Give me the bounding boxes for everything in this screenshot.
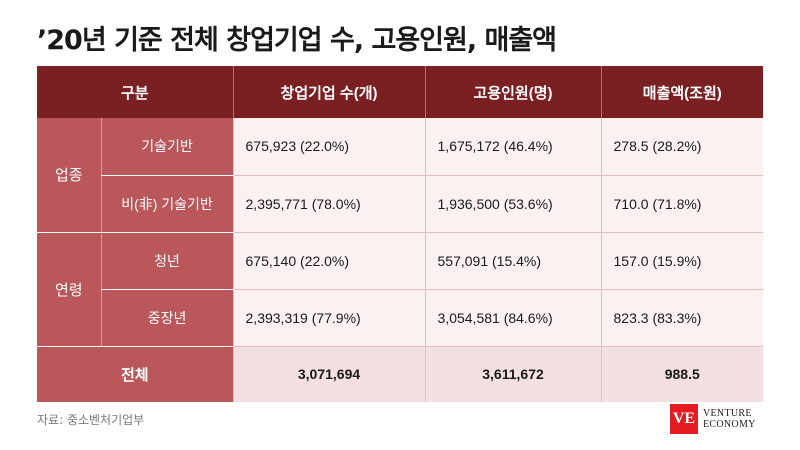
logo-text: VENTURE ECONOMY (703, 408, 756, 430)
header-revenue: 매출액(조원) (600, 66, 764, 118)
table-row: 업종 기술기반 675,923 (22.0%) 1,675,172 (46.4%… (37, 118, 764, 233)
logo-line-1: VENTURE (703, 408, 752, 419)
header-category: 구분 (37, 66, 234, 118)
table-cell: 157.0 (15.9%) (600, 232, 764, 290)
table-cell: 2,395,771 (78.0%) (232, 175, 426, 233)
table-cell: 2,393,319 (77.9%) (232, 289, 426, 347)
row-label: 청년 (100, 232, 234, 290)
row-label: 중장년 (100, 289, 234, 347)
venture-economy-logo: VE VENTURE ECONOMY (670, 404, 756, 434)
table-cell: 278.5 (28.2%) (600, 118, 764, 176)
table-cell: 1,936,500 (53.6%) (424, 175, 602, 233)
table-total-row: 전체 3,071,694 3,611,672 988.5 (37, 346, 764, 402)
row-label: 기술기반 (100, 118, 234, 176)
table-row: 중장년 2,393,319 (77.9%) 3,054,581 (84.6%) … (37, 289, 764, 347)
table-cell: 823.3 (83.3%) (600, 289, 764, 347)
group-label-age: 연령 (37, 232, 101, 347)
total-cell: 988.5 (600, 346, 764, 402)
header-startups: 창업기업 수(개) (232, 66, 426, 118)
logo-line-2: ECONOMY (703, 419, 756, 430)
row-label: 비(非) 기술기반 (100, 175, 234, 233)
table-cell: 3,054,581 (84.6%) (424, 289, 602, 347)
table-row: 비(非) 기술기반 2,395,771 (78.0%) 1,936,500 (5… (37, 175, 764, 233)
total-cell: 3,611,672 (424, 346, 602, 402)
total-cell: 3,071,694 (232, 346, 426, 402)
source-note: 자료: 중소벤처기업부 (37, 413, 145, 427)
table-cell: 710.0 (71.8%) (600, 175, 764, 233)
table-cell: 557,091 (15.4%) (424, 232, 602, 290)
header-employees: 고용인원(명) (424, 66, 602, 118)
total-label: 전체 (37, 346, 234, 402)
table-cell: 675,140 (22.0%) (232, 232, 426, 290)
table-header-row: 구분 창업기업 수(개) 고용인원(명) 매출액(조원) (37, 66, 764, 118)
table-cell: 1,675,172 (46.4%) (424, 118, 602, 176)
table-row: 연령 청년 675,140 (22.0%) 557,091 (15.4%) 15… (37, 232, 764, 347)
table-cell: 675,923 (22.0%) (232, 118, 426, 176)
logo-mark-icon: VE (670, 404, 698, 434)
data-table: 구분 창업기업 수(개) 고용인원(명) 매출액(조원) 업종 기술기반 675… (37, 66, 764, 402)
group-label-industry: 업종 (37, 118, 101, 233)
page-title: ’20년 기준 전체 창업기업 수, 고용인원, 매출액 (37, 25, 557, 56)
